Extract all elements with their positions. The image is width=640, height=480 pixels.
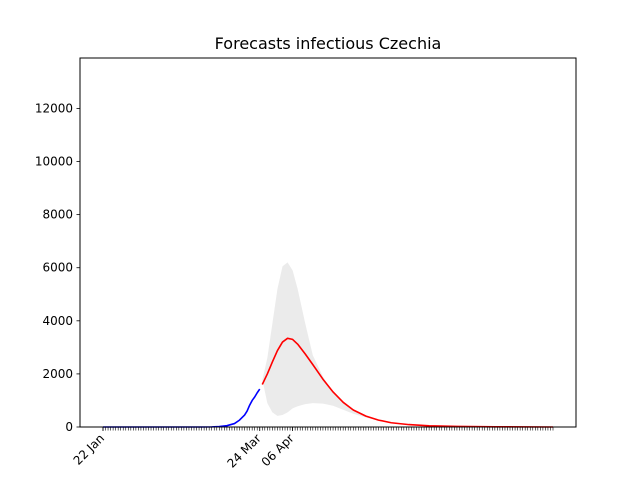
y-tick-label: 10000 (35, 155, 73, 169)
y-tick-label: 4000 (42, 314, 73, 328)
forecast-series-line (261, 337, 554, 428)
x-tick-label: 24 Mar (224, 431, 263, 470)
y-tick-label: 6000 (42, 261, 73, 275)
series-layer (103, 337, 554, 428)
observed-series-line (103, 388, 261, 428)
x-minor-ticks (102, 427, 554, 431)
x-tick-label: 06 Apr (259, 431, 297, 469)
chart-title: Forecasts infectious Czechia (215, 34, 442, 53)
y-axis: 0 2000 4000 6000 8000 10000 12000 (35, 101, 80, 434)
y-tick-label: 8000 (42, 208, 73, 222)
y-tick-label: 12000 (35, 101, 73, 115)
y-tick-label: 0 (65, 420, 73, 434)
plot-area (79, 57, 577, 428)
band-layer (262, 262, 553, 427)
x-tick-label: 22 Jan (71, 431, 107, 467)
uncertainty-band (262, 262, 553, 427)
y-tick-label: 2000 (42, 367, 73, 381)
axes-frame (79, 57, 577, 428)
